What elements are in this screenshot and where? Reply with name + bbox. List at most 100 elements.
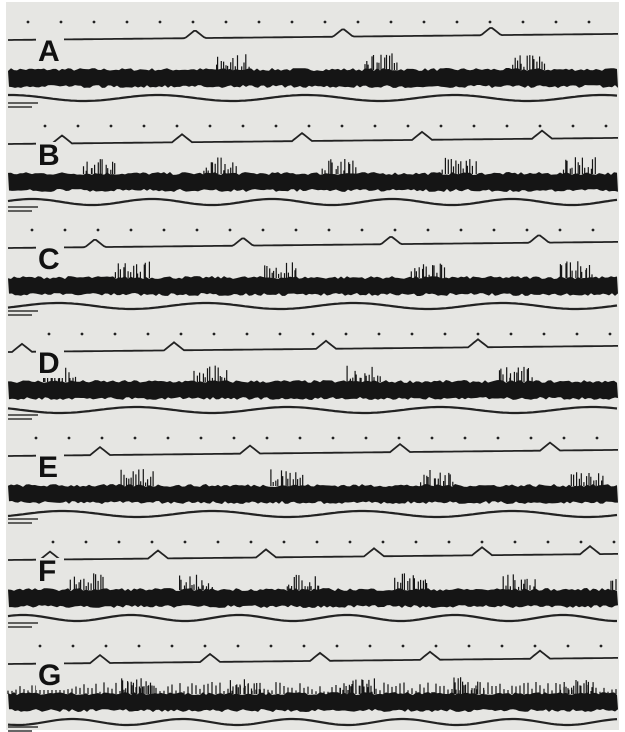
timing-dot — [365, 437, 368, 440]
timing-dot — [270, 645, 273, 648]
timing-dot — [200, 437, 203, 440]
timing-dot — [572, 125, 575, 128]
timing-dot — [415, 541, 418, 544]
timing-dot — [176, 125, 179, 128]
timing-dot — [27, 21, 30, 24]
timing-dot — [159, 21, 162, 24]
timing-dot — [563, 437, 566, 440]
timing-dot — [534, 645, 537, 648]
timing-dot — [52, 541, 55, 544]
timing-dot — [460, 229, 463, 232]
timing-dot — [514, 541, 517, 544]
timing-dot — [138, 645, 141, 648]
timing-dot — [68, 437, 71, 440]
timing-dot — [60, 21, 63, 24]
timing-dot — [349, 541, 352, 544]
timing-dot — [526, 229, 529, 232]
timing-dot — [209, 125, 212, 128]
timing-dot — [332, 437, 335, 440]
timing-dot — [600, 645, 603, 648]
timing-dot — [539, 125, 542, 128]
panel-label: F — [38, 555, 56, 588]
signal-band — [8, 68, 618, 88]
timing-dot — [440, 125, 443, 128]
timing-dot — [423, 21, 426, 24]
timing-dot — [390, 21, 393, 24]
timing-dot — [180, 333, 183, 336]
timing-dot — [559, 229, 562, 232]
page: ABCDEFG (() => { const data = JSON.parse… — [0, 0, 625, 732]
timing-dot — [547, 541, 550, 544]
timing-dot — [295, 229, 298, 232]
timing-dot — [167, 437, 170, 440]
signal-band — [8, 380, 618, 400]
timing-dot — [580, 541, 583, 544]
timing-dot — [171, 645, 174, 648]
timing-dot — [143, 125, 146, 128]
timing-dot — [398, 437, 401, 440]
timing-dot — [530, 437, 533, 440]
timing-dot — [613, 541, 616, 544]
panel-label: C — [38, 243, 60, 276]
timing-dot — [184, 541, 187, 544]
timing-dot — [291, 21, 294, 24]
timing-dot — [31, 229, 34, 232]
timing-dot — [576, 333, 579, 336]
signal-band — [8, 588, 618, 608]
timing-dot — [316, 541, 319, 544]
timing-dot — [592, 229, 595, 232]
timing-dot — [328, 229, 331, 232]
timing-dot — [233, 437, 236, 440]
panel-label: B — [38, 139, 60, 172]
timing-dot — [262, 229, 265, 232]
timing-dot — [110, 125, 113, 128]
timing-dot — [283, 541, 286, 544]
signal-band — [8, 692, 618, 712]
timing-dot — [81, 333, 84, 336]
signal-band — [8, 172, 618, 192]
figure: ABCDEFG — [0, 0, 625, 732]
timing-dot — [596, 437, 599, 440]
timing-dot — [501, 645, 504, 648]
timing-dot — [225, 21, 228, 24]
timing-dot — [308, 125, 311, 128]
timing-dot — [506, 125, 509, 128]
timing-dot — [151, 541, 154, 544]
timing-dot — [481, 541, 484, 544]
timing-dot — [411, 333, 414, 336]
timing-dot — [435, 645, 438, 648]
timing-dot — [431, 437, 434, 440]
timing-dot — [250, 541, 253, 544]
timing-dot — [242, 125, 245, 128]
timing-dot — [85, 541, 88, 544]
panel-label: G — [38, 659, 61, 692]
timing-dot — [312, 333, 315, 336]
timing-dot — [605, 125, 608, 128]
timing-dot — [341, 125, 344, 128]
timing-dot — [118, 541, 121, 544]
timing-dot — [361, 229, 364, 232]
timing-dot — [93, 21, 96, 24]
timing-dot — [369, 645, 372, 648]
timing-dot — [378, 333, 381, 336]
timing-dot — [77, 125, 80, 128]
timing-dot — [473, 125, 476, 128]
timing-dot — [555, 21, 558, 24]
timing-dot — [126, 21, 129, 24]
timing-dot — [39, 645, 42, 648]
timing-dot — [237, 645, 240, 648]
timing-dot — [217, 541, 220, 544]
timing-dot — [448, 541, 451, 544]
timing-dot — [493, 229, 496, 232]
timing-dot — [489, 21, 492, 24]
timing-dot — [477, 333, 480, 336]
timing-dot — [134, 437, 137, 440]
timing-dot — [101, 437, 104, 440]
signal-band — [8, 276, 618, 296]
timing-dot — [192, 21, 195, 24]
timing-dot — [522, 21, 525, 24]
timing-dot — [266, 437, 269, 440]
timing-dot — [130, 229, 133, 232]
timing-dot — [97, 229, 100, 232]
timing-dot — [279, 333, 282, 336]
